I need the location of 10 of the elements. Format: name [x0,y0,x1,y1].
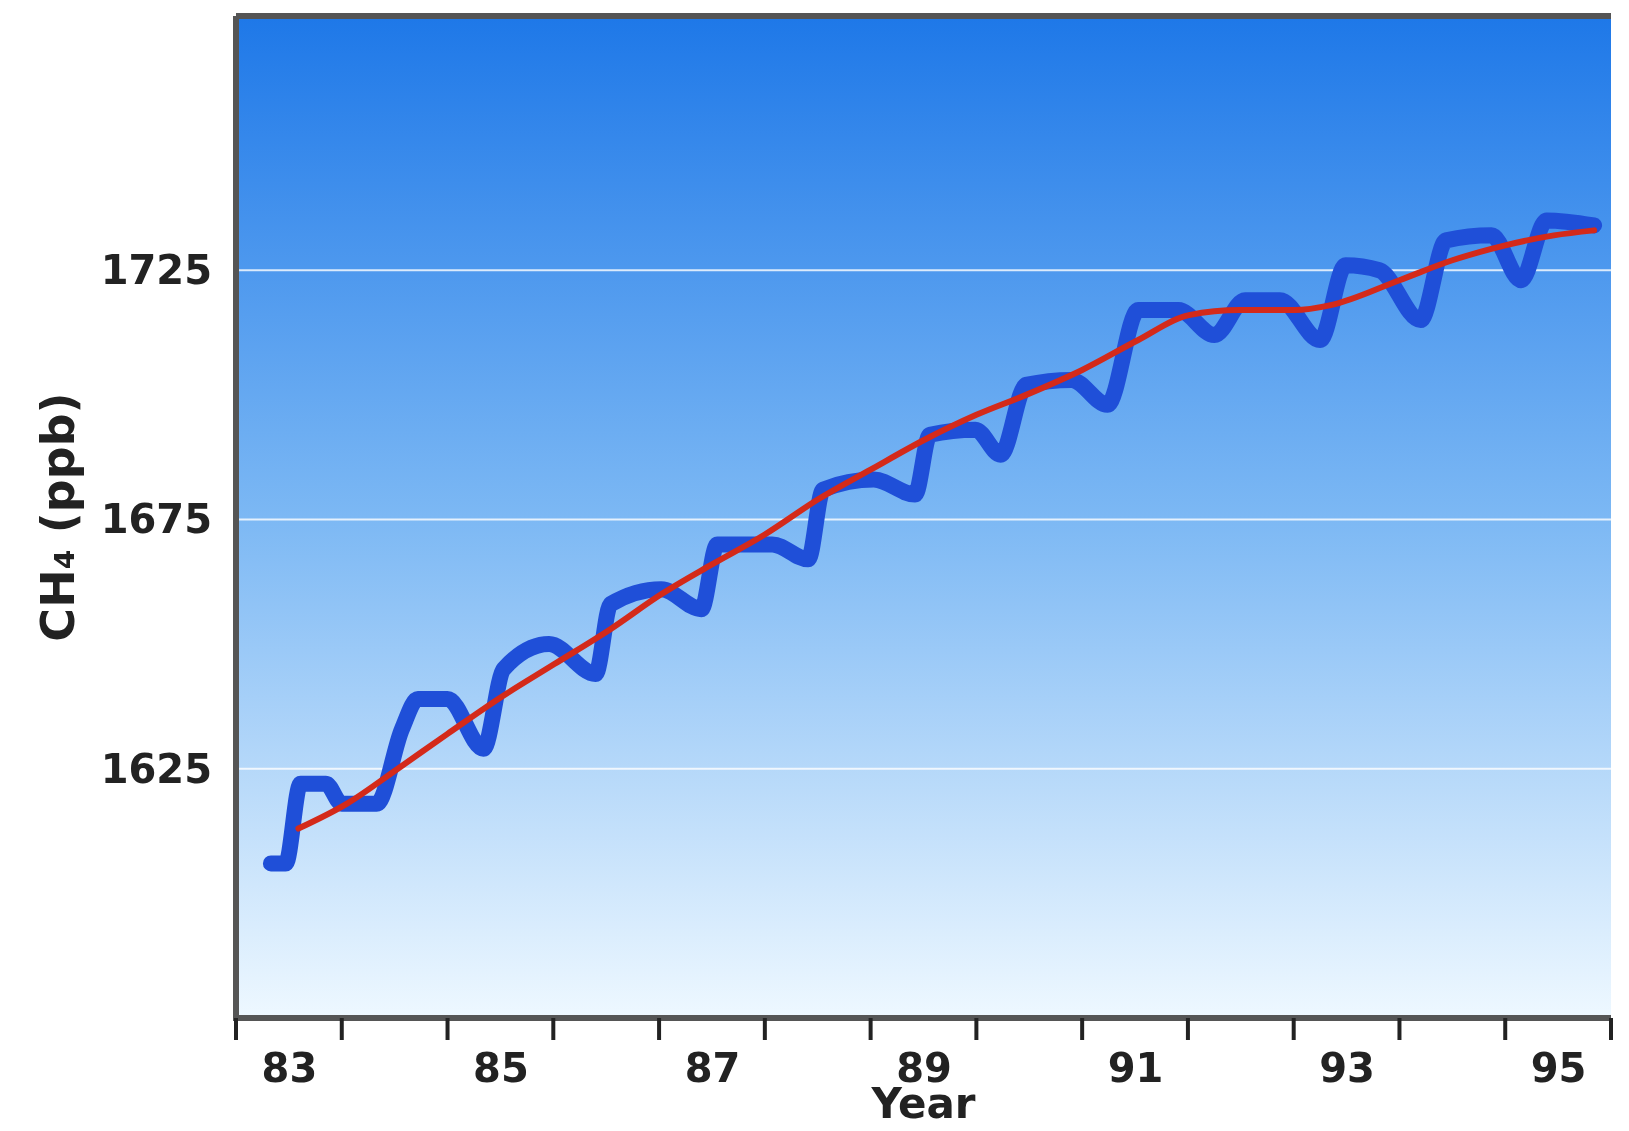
x-tick-label: 87 [684,1045,741,1092]
x-tick-label: 83 [261,1045,318,1092]
x-tick-label: 85 [473,1045,529,1092]
y-tick-label: 1725 [100,247,212,294]
y-axis-title: CH₄ (ppb) [31,392,85,642]
y-tick-label: 1625 [100,745,212,792]
y-tick-label: 1675 [100,496,212,543]
x-tick-label: 95 [1530,1045,1587,1092]
x-tick-label: 91 [1107,1045,1164,1092]
x-tick-label: 93 [1319,1045,1375,1092]
